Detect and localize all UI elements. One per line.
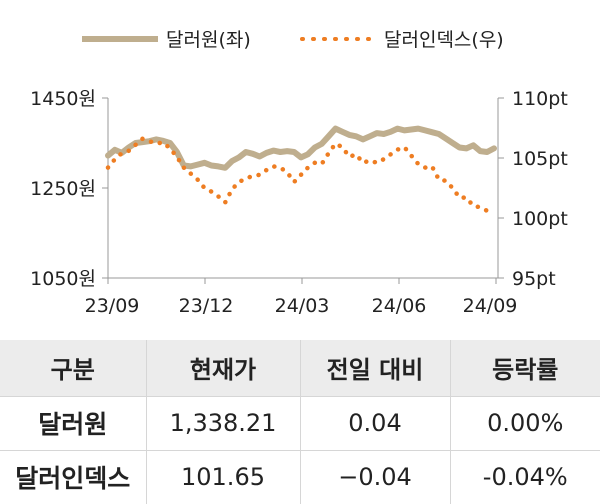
table-cell-name: 달러인덱스 [0,449,146,504]
exchange-rate-chart: 달러원(좌) 달러인덱스(우) 1450원 1250원 1050원 110pt … [30,29,568,317]
series-line-dxy [105,136,497,216]
chart-legend: 달러원(좌) 달러인덱스(우) [82,29,504,51]
table-cell-current-price: 1,338.21 [145,395,300,450]
right-tick-label: 100pt [512,208,568,230]
x-tick-label: 23/09 [85,295,140,317]
right-tick-label: 105pt [512,148,568,170]
x-tick-label: 23/12 [179,295,234,317]
table-cell-change: −0.04 [299,449,450,504]
table-cell-current-price: 101.65 [145,449,300,504]
table-header-category: 구분 [50,356,95,385]
x-tick-marks [107,278,497,284]
fx-summary-table: 구분 현재가 전일 대비 등락률 달러원 1,338.21 0.04 0.00%… [0,340,600,504]
table-cell-name: 달러원 [0,395,146,450]
left-tick-marks [102,97,108,279]
series-line-krw [105,125,497,171]
table-header-change: 전일 대비 [299,340,450,396]
table-header-change-rate: 등락률 [449,340,600,396]
table-row: 달러원 1,338.21 0.04 0.00% [0,395,600,450]
left-tick-label: 1450원 [30,88,96,110]
x-tick-label: 24/06 [372,295,427,317]
left-tick-label: 1050원 [30,268,96,290]
table-cell-change: 0.04 [299,395,450,450]
table-header-current-price: 현재가 [145,340,300,396]
table-cell-change-rate: -0.04% [449,449,600,504]
right-tick-marks [498,97,504,279]
table-cell-change-rate: 0.00% [449,395,600,450]
left-tick-label: 1250원 [30,178,96,200]
table-header-row: 구분 현재가 전일 대비 등락률 [0,340,600,396]
legend-label-dxy: 달러인덱스(우) [384,29,504,51]
x-tick-label: 24/03 [275,295,330,317]
right-tick-label: 95pt [512,268,556,290]
right-tick-label: 110pt [512,88,568,110]
x-tick-label: 24/09 [463,295,518,317]
table-row: 달러인덱스 101.65 −0.04 -0.04% [0,449,600,504]
legend-label-krw: 달러원(좌) [166,29,251,51]
